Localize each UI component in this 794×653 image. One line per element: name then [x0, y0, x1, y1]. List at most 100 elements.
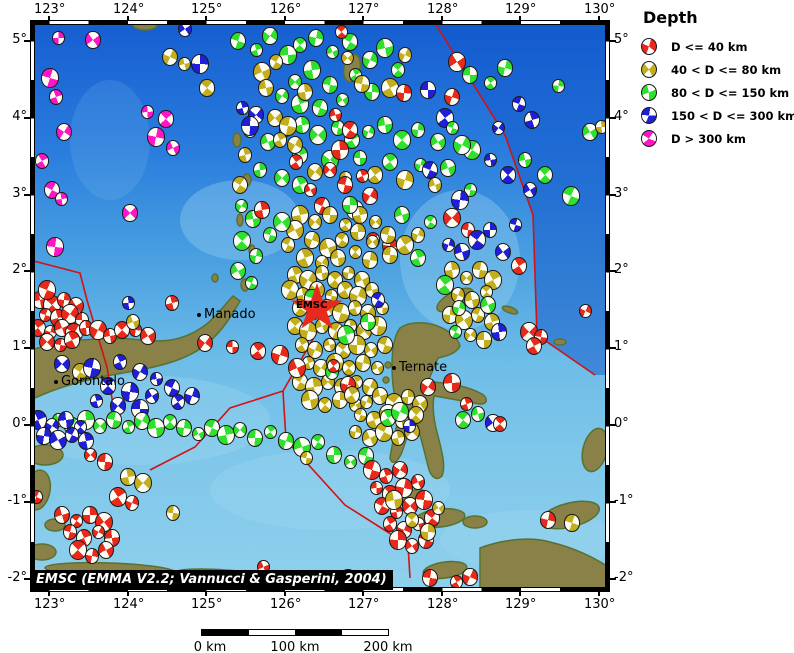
legend-item-label: 80 < D <= 150 km — [671, 85, 790, 100]
emsc-star-label: EMSC — [296, 300, 328, 311]
axis-tick — [610, 270, 616, 272]
focal-mechanism-ball — [125, 314, 141, 330]
focal-mechanism-ball — [262, 27, 278, 45]
focal-mechanism-ball — [445, 120, 459, 136]
focal-mechanism-ball — [326, 358, 340, 374]
axis-tick — [24, 40, 30, 42]
axis-tick-label: 126° — [270, 2, 302, 17]
focal-mechanism-ball — [331, 140, 349, 160]
focal-mechanism-ball — [476, 331, 492, 349]
focal-mechanism-ball — [440, 159, 456, 177]
city-label-gorontalo: Gorontalo — [54, 374, 125, 389]
focal-mechanism-ball — [321, 75, 339, 95]
focal-mechanism-ball — [134, 473, 152, 493]
scale-bar-segment — [247, 629, 296, 636]
focal-mechanism-ball — [517, 152, 533, 168]
focal-mechanism-ball — [250, 342, 266, 360]
axis-tick — [24, 578, 30, 580]
focal-mechanism-ball — [468, 230, 486, 250]
focal-mechanism-ball — [522, 182, 538, 198]
city-dot — [54, 379, 58, 384]
legend-item: D <= 40 km — [641, 35, 793, 58]
legend-item: 80 < D <= 150 km — [641, 81, 793, 104]
focal-mechanism-ball — [196, 333, 214, 353]
axis-tick — [24, 501, 30, 503]
axis-tick-label: 125° — [191, 2, 223, 17]
axis-tick — [598, 16, 600, 20]
axis-tick — [205, 592, 207, 596]
focal-mechanism-ball — [271, 345, 289, 365]
axis-tick-label: 3° — [614, 186, 629, 201]
focal-mechanism-ball — [64, 331, 80, 349]
focal-mechanism-ball — [482, 222, 498, 238]
focal-mechanism-ball — [523, 110, 541, 130]
focal-mechanism-ball — [342, 121, 358, 139]
focal-mechanism-ball — [396, 170, 414, 190]
focal-mechanism-ball — [299, 450, 313, 466]
map-frame-top — [30, 20, 610, 25]
axis-tick — [24, 270, 30, 272]
focal-mechanism-ball — [448, 52, 466, 72]
focal-mechanism-ball — [409, 248, 427, 268]
axis-tick-label: -1° — [614, 493, 634, 508]
focal-mechanism-ball — [451, 300, 467, 316]
axis-tick — [610, 194, 616, 196]
focal-mechanism-ball — [170, 394, 186, 410]
focal-mechanism-ball — [376, 38, 394, 58]
axis-tick-label: -2° — [614, 570, 634, 585]
axis-tick-label: -1° — [7, 493, 27, 508]
focal-mechanism-ball — [262, 227, 278, 243]
focal-mechanism-ball — [536, 165, 554, 185]
focal-mechanism-ball — [472, 261, 488, 279]
legend-item: 40 < D <= 80 km — [641, 58, 793, 81]
axis-tick-label: 127° — [348, 597, 380, 612]
focal-mechanism-ball — [494, 242, 512, 262]
city-name: Ternate — [399, 360, 448, 375]
axis-tick-label: 1° — [12, 339, 27, 354]
axis-tick — [24, 347, 30, 349]
focal-mechanism-ball — [334, 232, 350, 248]
focal-mechanism-ball — [310, 434, 326, 450]
focal-mechanism-ball — [443, 373, 461, 393]
focal-mechanism-ball — [64, 427, 80, 443]
focal-mechanism-ball — [55, 122, 73, 142]
focal-mechanism-ball — [454, 243, 470, 261]
focal-mechanism-ball — [83, 358, 101, 378]
legend-beachball-icon — [641, 107, 657, 124]
focal-mechanism-ball — [415, 490, 433, 510]
focal-mechanism-ball — [393, 130, 411, 150]
axis-tick — [598, 592, 600, 596]
focal-mechanism-ball — [232, 422, 248, 438]
focal-mechanism-ball — [140, 104, 154, 120]
axis-tick-label: 126° — [270, 597, 302, 612]
focal-mechanism-ball — [325, 44, 339, 60]
axis-tick-label: 127° — [348, 2, 380, 17]
focal-mechanism-ball — [54, 191, 68, 207]
city-dot — [197, 312, 201, 317]
focal-mechanism-ball — [46, 237, 64, 257]
attribution-bar: EMSC (EMMA V2.2; Vannucci & Gasperini, 2… — [32, 570, 393, 590]
axis-tick — [127, 592, 129, 596]
axis-tick — [519, 592, 521, 596]
axis-tick-label: 4° — [12, 109, 27, 124]
focal-mechanism-ball — [147, 418, 165, 438]
legend-rows: D <= 40 km 40 < D <= 80 km 80 < D <= 150 k… — [641, 35, 794, 150]
focal-mechanism-ball — [254, 201, 270, 219]
focal-mechanism-ball — [342, 33, 358, 51]
focal-mechanism-ball — [441, 237, 455, 253]
focal-mechanism-ball — [500, 166, 516, 184]
focal-mechanism-ball — [303, 182, 317, 198]
focal-mechanism-ball — [38, 280, 56, 300]
axis-tick — [362, 16, 364, 20]
axis-tick — [362, 592, 364, 596]
focal-mechanism-ball — [248, 248, 264, 264]
focal-mechanism-ball — [100, 377, 116, 395]
focal-mechanism-ball — [122, 204, 138, 222]
focal-mechanism-ball — [391, 402, 409, 422]
focal-mechanism-ball — [454, 410, 472, 430]
focal-mechanism-ball — [508, 217, 522, 233]
axis-tick — [610, 347, 616, 349]
focal-mechanism-ball — [491, 120, 505, 136]
focal-mechanism-ball — [378, 468, 394, 484]
focal-mechanism-ball — [273, 212, 291, 232]
